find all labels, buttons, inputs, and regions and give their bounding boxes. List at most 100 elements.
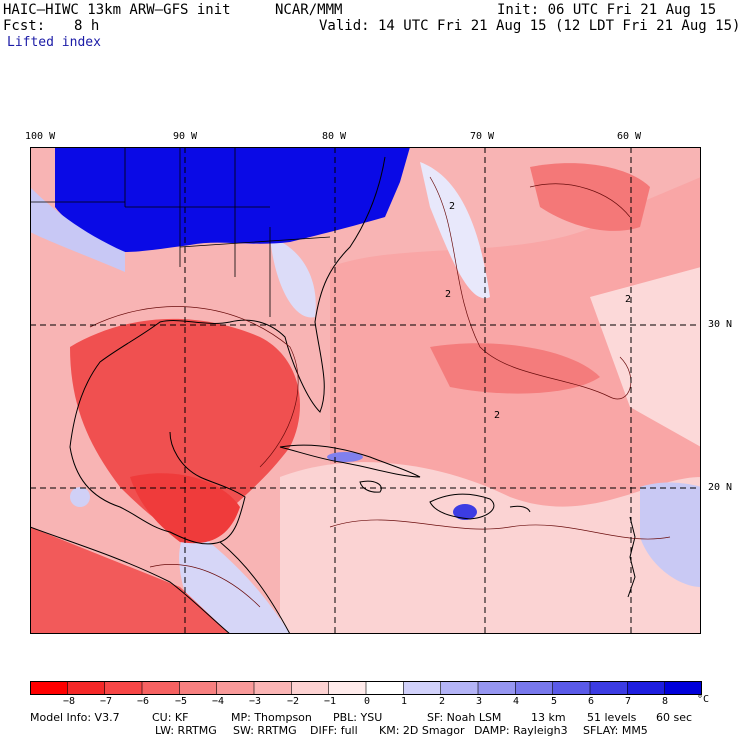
colorbar-label: −6: [136, 696, 150, 707]
model-info-sf: SF: Noah LSM: [427, 711, 502, 724]
pacific-coastline: [30, 526, 231, 634]
model-info-sflay: SFLAY: MM5: [583, 724, 648, 737]
field-caribbean-nearzero: [280, 462, 701, 634]
colorbar-label: 3: [475, 696, 483, 707]
field-east-positive: [640, 482, 701, 587]
contour-line: [529, 183, 631, 218]
colorbar-swatch: [179, 681, 218, 695]
field-cuba-positive: [327, 452, 363, 462]
contour-line: [429, 176, 632, 400]
model-info-cu: CU: KF: [152, 711, 189, 724]
lon-label-60w: 60 W: [617, 131, 642, 142]
cuba-outline: [279, 444, 421, 478]
model-info-version: Model Info: V3.7: [30, 711, 120, 724]
contour-line: [329, 519, 671, 540]
colorbar-label: −1: [323, 696, 337, 707]
colorbar-label: 7: [624, 696, 632, 707]
colorbar-swatch: [515, 681, 554, 695]
lat-label-30n: 30 N: [708, 319, 733, 330]
field-hispaniola-positive: [453, 504, 477, 520]
colorbar-swatch: [142, 681, 180, 695]
us-gulf-coastline: [69, 156, 386, 545]
colorbar-label: −2: [286, 696, 300, 707]
map-frame: [30, 147, 701, 634]
colorbar-label: 1: [400, 696, 408, 707]
field-stable-edge: [30, 187, 125, 272]
state-borders: [30, 147, 331, 317]
hispaniola-outline: [429, 493, 495, 520]
colorbar-swatch: [478, 681, 516, 695]
colorbar-label: 4: [512, 696, 520, 707]
field-midatlantic-unstable: [430, 343, 600, 394]
contour-label: 2: [625, 294, 631, 305]
contour-line: [89, 306, 299, 468]
puerto-rico-outline: [509, 505, 531, 513]
central-america-coastline: [219, 541, 291, 634]
field-atlantic-unstable: [530, 163, 650, 231]
colorbar-frame: [30, 681, 702, 695]
colorbar-label: −4: [211, 696, 225, 707]
colorbar-label: −5: [174, 696, 188, 707]
contour-label: 2: [449, 201, 455, 212]
field-stable-core: [55, 147, 410, 252]
colorbar-swatch: [254, 681, 292, 695]
colorbar-swatch: [67, 681, 106, 695]
colorbar-swatch: [291, 681, 330, 695]
field-name: Lifted index: [7, 35, 101, 50]
lon-label-90w: 90 W: [173, 131, 198, 142]
field-southeast-positive: [270, 237, 316, 318]
colorbar-label: −8: [62, 696, 76, 707]
colorbar-label: 2: [438, 696, 446, 707]
lifted-index-map: 2 2 2 2: [30, 147, 701, 634]
contours: [89, 176, 671, 608]
colorbar-label: 8: [661, 696, 669, 707]
colorbar-label: 6: [587, 696, 595, 707]
field-mexico-positive: [70, 487, 90, 507]
colorbar-swatch: [30, 681, 68, 695]
colorbar-swatch: [627, 681, 666, 695]
colorbar-swatch: [590, 681, 628, 695]
field-plume-positive: [420, 162, 490, 299]
colorbar-swatch: [403, 681, 442, 695]
contour-label: 2: [445, 289, 451, 300]
lon-label-80w: 80 W: [322, 131, 347, 142]
model-info-pbl: PBL: YSU: [333, 711, 383, 724]
init-time: Init: 06 UTC Fri 21 Aug 15: [497, 2, 717, 18]
model-info-sw: SW: RRTMG: [233, 724, 297, 737]
model-info-diff: DIFF: full: [310, 724, 358, 737]
colorbar-swatch: [366, 681, 404, 695]
colorbar-label: −3: [248, 696, 262, 707]
colorbar-swatch: [440, 681, 479, 695]
colorbar-swatch: [552, 681, 591, 695]
forecast-label: Fcst:: [3, 18, 46, 34]
colorbar-swatch: [216, 681, 255, 695]
colorbar-label: 5: [550, 696, 558, 707]
colorbar-swatch: [328, 681, 367, 695]
colorbar-label: −7: [99, 696, 113, 707]
model-title: HAIC–HIWC 13km ARW–GFS init: [3, 2, 231, 18]
forecast-hour: 8 h: [74, 18, 100, 34]
model-info-mp: MP: Thompson: [231, 711, 312, 724]
contour-label: 2: [494, 410, 500, 421]
model-info-levels: 51 levels: [587, 711, 637, 724]
jamaica-outline: [359, 480, 382, 493]
model-info-lw: LW: RRTMG: [155, 724, 217, 737]
coastlines: [30, 147, 636, 634]
colorbar: [30, 681, 702, 695]
valid-time: Valid: 14 UTC Fri 21 Aug 15 (12 LDT Fri …: [319, 18, 740, 34]
lesser-antilles-outline: [627, 516, 636, 598]
field-pacific-positive: [179, 527, 290, 634]
field-east-nearzero: [590, 267, 701, 447]
lat-label-20n: 20 N: [708, 482, 733, 493]
colorbar-swatch: [664, 681, 702, 695]
contour-line: [149, 564, 261, 608]
org-label: NCAR/MMM: [275, 2, 343, 18]
model-info-timestep: 60 sec: [656, 711, 693, 724]
colorbar-label: 0: [363, 696, 371, 707]
model-info-resolution: 13 km: [531, 711, 566, 724]
colorbar-unit: °C: [697, 694, 710, 705]
field-pacific-unstable: [30, 527, 230, 634]
colorbar-swatch: [104, 681, 143, 695]
lat-lon-grid: [30, 147, 701, 634]
model-info-damp: DAMP: Rayleigh3: [474, 724, 568, 737]
